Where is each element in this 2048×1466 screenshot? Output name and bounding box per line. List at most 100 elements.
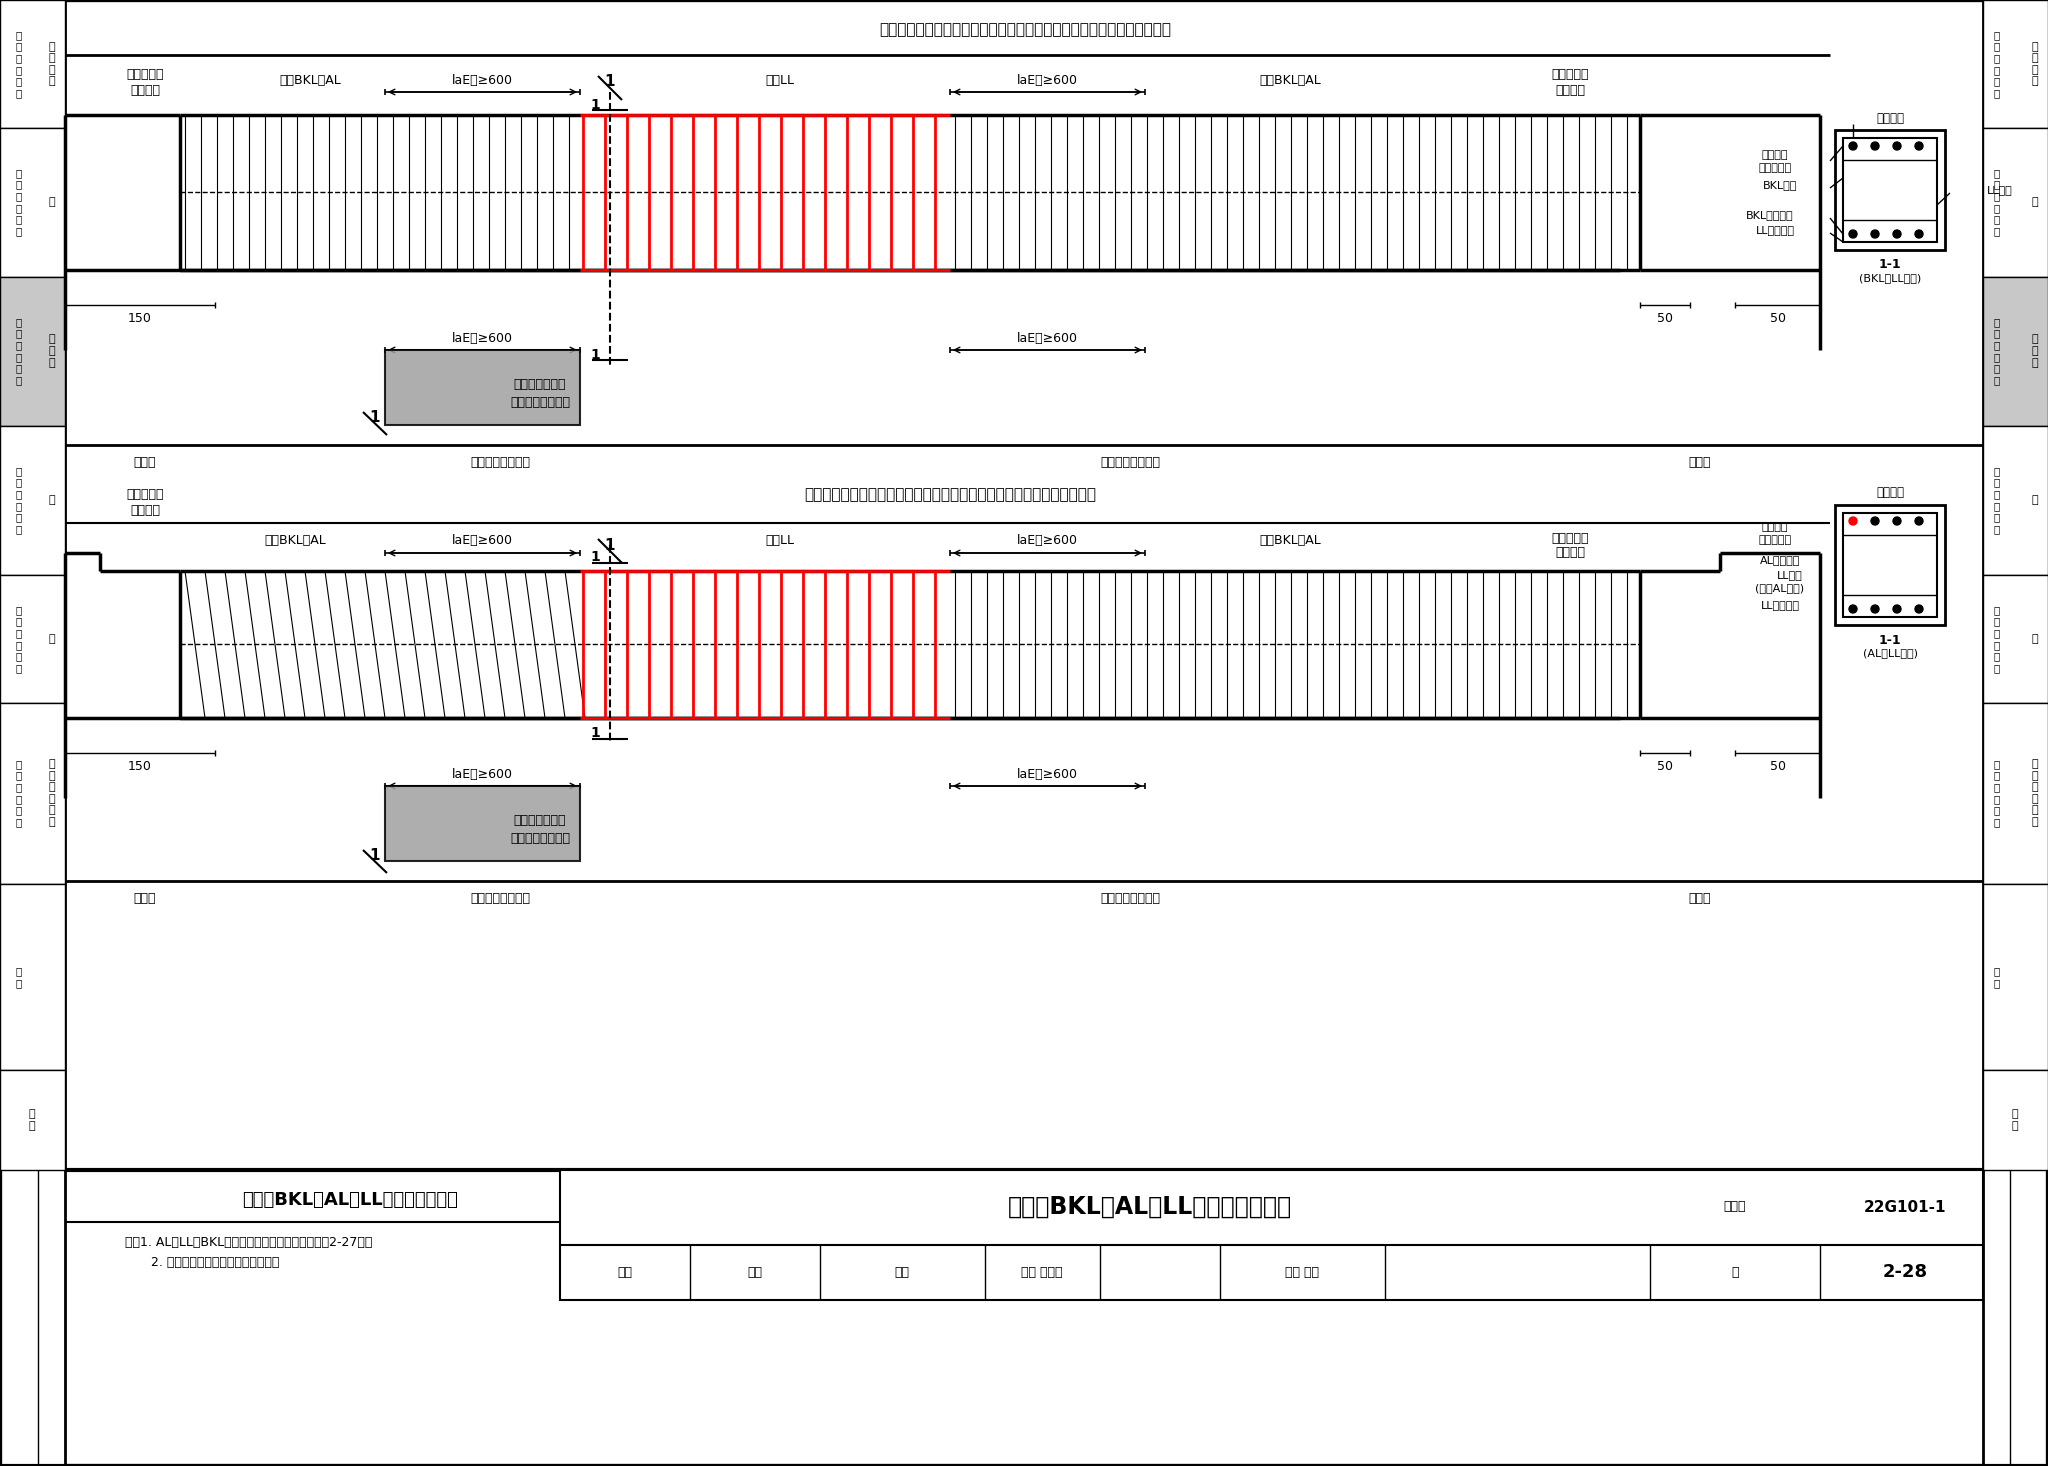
Text: laE且≥600: laE且≥600: [451, 768, 512, 780]
Text: 50: 50: [1769, 759, 1786, 773]
Text: 梁: 梁: [49, 496, 55, 504]
Text: 连梁箍筋重叠范围: 连梁箍筋重叠范围: [510, 833, 569, 846]
Text: 50: 50: [1657, 311, 1673, 324]
Text: 标
准
构
造
详
图: 标 准 构 造 详 图: [1995, 759, 2001, 827]
Text: 标
准
构
造
详
图: 标 准 构 造 详 图: [16, 759, 23, 827]
Circle shape: [1849, 605, 1858, 613]
Text: 标
准
构
造
详
图: 标 准 构 造 详 图: [16, 466, 23, 534]
Text: laE且≥600: laE且≥600: [1016, 331, 1077, 345]
Circle shape: [1849, 230, 1858, 237]
Text: 附
录: 附 录: [2011, 1110, 2019, 1130]
Text: 审核: 审核: [618, 1265, 633, 1278]
Text: 板: 板: [49, 633, 55, 644]
Text: 1: 1: [590, 550, 600, 564]
Bar: [0, 1070, 66, 1170]
Text: laE且≥600: laE且≥600: [451, 331, 512, 345]
Bar: [1982, 1070, 2048, 1170]
Text: 楼层LL: 楼层LL: [766, 535, 795, 547]
Circle shape: [1872, 142, 1878, 150]
Bar: [1982, 704, 2048, 884]
Bar: [1982, 575, 2048, 704]
Text: 设计: 设计: [895, 1265, 909, 1278]
Text: 剪
力
墙: 剪 力 墙: [49, 334, 55, 368]
Text: 一
般
构
造: 一 般 构 造: [2032, 41, 2038, 86]
Text: 洞口边设边缘构件: 洞口边设边缘构件: [469, 456, 530, 469]
Text: 板: 板: [2032, 633, 2038, 644]
Text: laE且≥600: laE且≥600: [1016, 73, 1077, 86]
Text: 边框柱: 边框柱: [1690, 893, 1712, 906]
Bar: [1835, 504, 1946, 625]
Text: 标
准
构
造
详
图: 标 准 构 造 详 图: [16, 317, 23, 386]
Text: 注：1. AL、LL、BKL侧面纵向钢筋构造详见本图集第2-27页。: 注：1. AL、LL、BKL侧面纵向钢筋构造详见本图集第2-27页。: [125, 1236, 373, 1249]
Text: 设计 程曦: 设计 程曦: [1284, 1265, 1319, 1278]
Circle shape: [1892, 142, 1901, 150]
Circle shape: [1915, 230, 1923, 237]
Bar: [1982, 0, 2048, 128]
Bar: [0, 0, 66, 128]
Text: 墙顶LL: 墙顶LL: [766, 73, 795, 86]
Text: 边框梁或暗梁与: 边框梁或暗梁与: [514, 378, 565, 391]
Text: 1: 1: [604, 75, 614, 89]
Text: 剪力墙BKL或AL与LL重叠时配筋构造: 剪力墙BKL或AL与LL重叠时配筋构造: [1008, 1195, 1292, 1220]
Text: 附加纵筋: 附加纵筋: [1761, 522, 1788, 532]
Circle shape: [1915, 517, 1923, 525]
Text: 柱: 柱: [49, 196, 55, 207]
Circle shape: [1849, 142, 1858, 150]
Text: 连梁上部附加纵筋，当连梁上部纵筋计算面积大于边框梁或暗梁时需设置: 连梁上部附加纵筋，当连梁上部纵筋计算面积大于边框梁或暗梁时需设置: [879, 22, 1171, 38]
Text: 洞口边设边缘构件: 洞口边设边缘构件: [1100, 893, 1159, 906]
Text: 其
他
相
关
构
造: 其 他 相 关 构 造: [2032, 759, 2038, 827]
Text: 22G101-1: 22G101-1: [1864, 1199, 1946, 1214]
Text: 150: 150: [129, 759, 152, 773]
Text: 墙顶BKL或AL: 墙顶BKL或AL: [1260, 73, 1321, 86]
Text: laE且≥600: laE且≥600: [451, 73, 512, 86]
Text: 1: 1: [590, 347, 600, 362]
Bar: [0, 884, 66, 1070]
Text: LL下部纵筋: LL下部纵筋: [1761, 600, 1800, 610]
Text: AL下部纵筋: AL下部纵筋: [1759, 556, 1800, 564]
Circle shape: [1872, 517, 1878, 525]
Text: BKL下部纵筋: BKL下部纵筋: [1747, 210, 1794, 220]
Text: 1: 1: [371, 410, 381, 425]
Bar: [1982, 884, 2048, 1070]
Text: 2. 暗梁和边框梁端部构造同框架梁。: 2. 暗梁和边框梁端部构造同框架梁。: [135, 1255, 279, 1268]
Text: 边框柱: 边框柱: [133, 893, 156, 906]
Text: 2-28: 2-28: [1882, 1264, 1927, 1281]
Bar: [0, 277, 66, 427]
Text: 洞口边设边缘构件: 洞口边设边缘构件: [469, 893, 530, 906]
Text: 附
录: 附 录: [1995, 966, 2001, 988]
Bar: [0, 575, 66, 704]
Text: 楼层BKL或AL: 楼层BKL或AL: [264, 535, 326, 547]
Text: 1-1: 1-1: [1878, 633, 1901, 647]
Polygon shape: [385, 350, 580, 425]
Text: LL下部纵筋: LL下部纵筋: [1755, 224, 1794, 235]
Text: 标
准
构
造
详
图: 标 准 构 造 详 图: [16, 169, 23, 236]
Circle shape: [1892, 605, 1901, 613]
Bar: [0, 704, 66, 884]
Circle shape: [1892, 517, 1901, 525]
Text: laE且≥600: laE且≥600: [1016, 768, 1077, 780]
Text: 1: 1: [604, 538, 614, 553]
Text: 柱: 柱: [2032, 196, 2038, 207]
Text: 一
般
构
造: 一 般 构 造: [49, 41, 55, 86]
Text: 标
准
构
造
详
图: 标 准 构 造 详 图: [1995, 605, 2001, 673]
Text: 图集号: 图集号: [1724, 1201, 1747, 1214]
Text: 标
准
构
造
详
图: 标 准 构 造 详 图: [1995, 169, 2001, 236]
Text: 标
准
构
造
详
图: 标 准 构 造 详 图: [1995, 29, 2001, 98]
Text: 杨华: 杨华: [748, 1265, 762, 1278]
Bar: [1835, 130, 1946, 251]
Text: 标
准
构
造
详
图: 标 准 构 造 详 图: [1995, 317, 2001, 386]
Text: 楼层BKL或AL: 楼层BKL或AL: [1260, 535, 1321, 547]
Bar: [1982, 128, 2048, 277]
Text: 1: 1: [590, 98, 600, 111]
Bar: [0, 128, 66, 277]
Text: 标
准
构
造
详
图: 标 准 构 造 详 图: [1995, 466, 2001, 534]
Text: laE且≥600: laE且≥600: [1016, 535, 1077, 547]
Text: 框架结构: 框架结构: [129, 85, 160, 98]
Text: 页: 页: [1731, 1265, 1739, 1278]
Text: 需要时设置: 需要时设置: [1759, 535, 1792, 545]
Circle shape: [1915, 605, 1923, 613]
Circle shape: [1872, 605, 1878, 613]
Text: 节点做法同: 节点做法同: [1550, 532, 1589, 544]
Circle shape: [1892, 230, 1901, 237]
Text: 附
录: 附 录: [16, 966, 23, 988]
